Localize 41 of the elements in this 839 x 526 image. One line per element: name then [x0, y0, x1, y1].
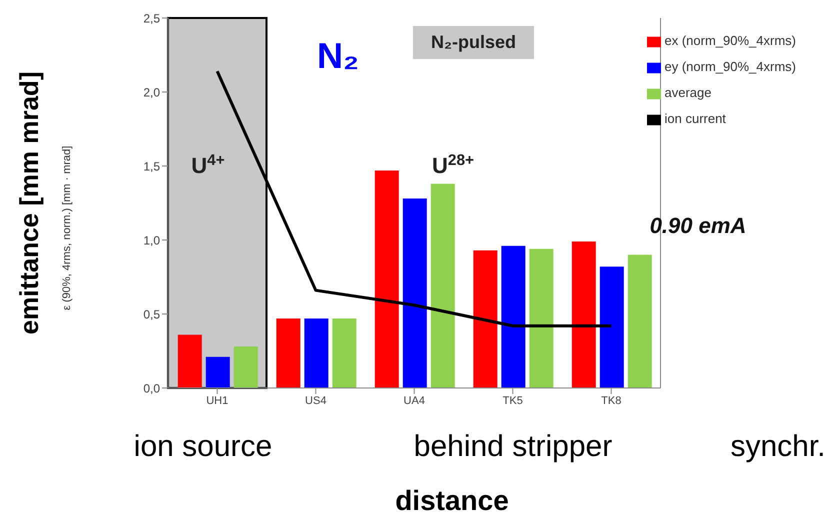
y-tick-label: 1,0 — [143, 233, 160, 248]
bar — [628, 254, 652, 388]
bar — [402, 198, 427, 388]
bar — [501, 246, 526, 388]
bar — [332, 318, 356, 388]
bar — [178, 334, 202, 388]
x-axis-title: distance — [395, 485, 509, 516]
y-tick-label: 1,5 — [143, 159, 160, 174]
bar — [529, 248, 554, 388]
y-axis-title: emittance [mm mrad] — [14, 72, 44, 334]
text: behind stripper — [414, 430, 612, 463]
annotation: N₂ — [317, 35, 359, 76]
y-tick-label: 0,0 — [143, 381, 160, 396]
legend-label: average — [664, 85, 712, 100]
legend-label: ex (norm_90%_4xrms) — [664, 33, 796, 48]
bar — [600, 266, 624, 388]
bar — [430, 184, 455, 388]
bar — [374, 170, 399, 388]
text: synchr. — [730, 430, 826, 463]
bar — [572, 241, 596, 388]
y-tick-label: 0,5 — [143, 307, 160, 322]
legend-label: ion current — [664, 111, 726, 126]
x-tick-label: TK8 — [601, 394, 622, 407]
bar — [276, 318, 300, 388]
annotation: U$^{4+}$ — [191, 152, 225, 178]
annotation: U$^{28+}$ — [432, 152, 474, 178]
bar — [234, 346, 258, 388]
bar — [304, 318, 328, 388]
text: ion source — [134, 430, 272, 463]
bar — [473, 250, 498, 388]
x-tick-label: UA4 — [404, 394, 425, 407]
x-tick-label: US4 — [305, 394, 326, 407]
annotation: 0.90 emA — [650, 213, 746, 238]
y-tick-label: 2,5 — [143, 11, 160, 26]
x-tick-label: UH1 — [206, 394, 228, 407]
legend-label: ey (norm_90%_4xrms) — [664, 59, 796, 74]
text: N₂-pulsed — [431, 32, 516, 52]
text: ε (90%, 4rms, norm.) [mm · mrad] — [61, 146, 73, 310]
y-tick-label: 2,0 — [143, 85, 160, 100]
x-tick-label: TK5 — [502, 394, 523, 407]
bar — [206, 356, 230, 388]
